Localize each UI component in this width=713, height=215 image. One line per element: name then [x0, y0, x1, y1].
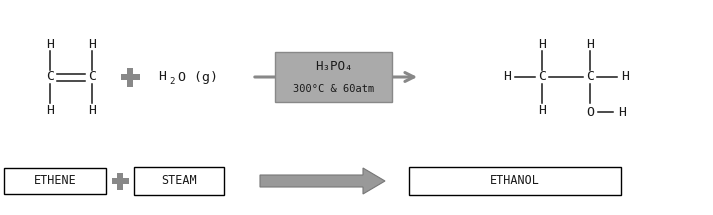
Text: H: H	[46, 37, 54, 51]
Text: H: H	[158, 71, 166, 83]
Text: H: H	[46, 103, 54, 117]
Text: H: H	[586, 37, 594, 51]
Text: ETHENE: ETHENE	[34, 175, 76, 187]
FancyBboxPatch shape	[409, 167, 621, 195]
Text: O: O	[586, 106, 594, 118]
Bar	[111, 178, 128, 184]
Bar	[127, 68, 133, 86]
FancyBboxPatch shape	[275, 52, 392, 102]
FancyBboxPatch shape	[134, 167, 224, 195]
Text: 300°C & 60atm: 300°C & 60atm	[293, 84, 374, 94]
Bar	[117, 172, 123, 189]
Text: H: H	[503, 71, 511, 83]
Text: H: H	[538, 103, 546, 117]
Text: C: C	[46, 71, 54, 83]
Text: O (g): O (g)	[178, 71, 217, 83]
Text: 2: 2	[170, 77, 175, 86]
Text: H: H	[88, 103, 96, 117]
Text: ETHANOL: ETHANOL	[490, 175, 540, 187]
Text: C: C	[538, 71, 546, 83]
Text: STEAM: STEAM	[161, 175, 197, 187]
Text: H: H	[88, 37, 96, 51]
Text: H: H	[538, 37, 546, 51]
Text: C: C	[88, 71, 96, 83]
Text: H: H	[618, 106, 626, 118]
FancyBboxPatch shape	[4, 168, 106, 194]
Text: H: H	[621, 71, 629, 83]
Polygon shape	[260, 168, 385, 194]
Bar	[120, 74, 140, 80]
Text: C: C	[586, 71, 594, 83]
Text: H₃PO₄: H₃PO₄	[314, 60, 352, 74]
